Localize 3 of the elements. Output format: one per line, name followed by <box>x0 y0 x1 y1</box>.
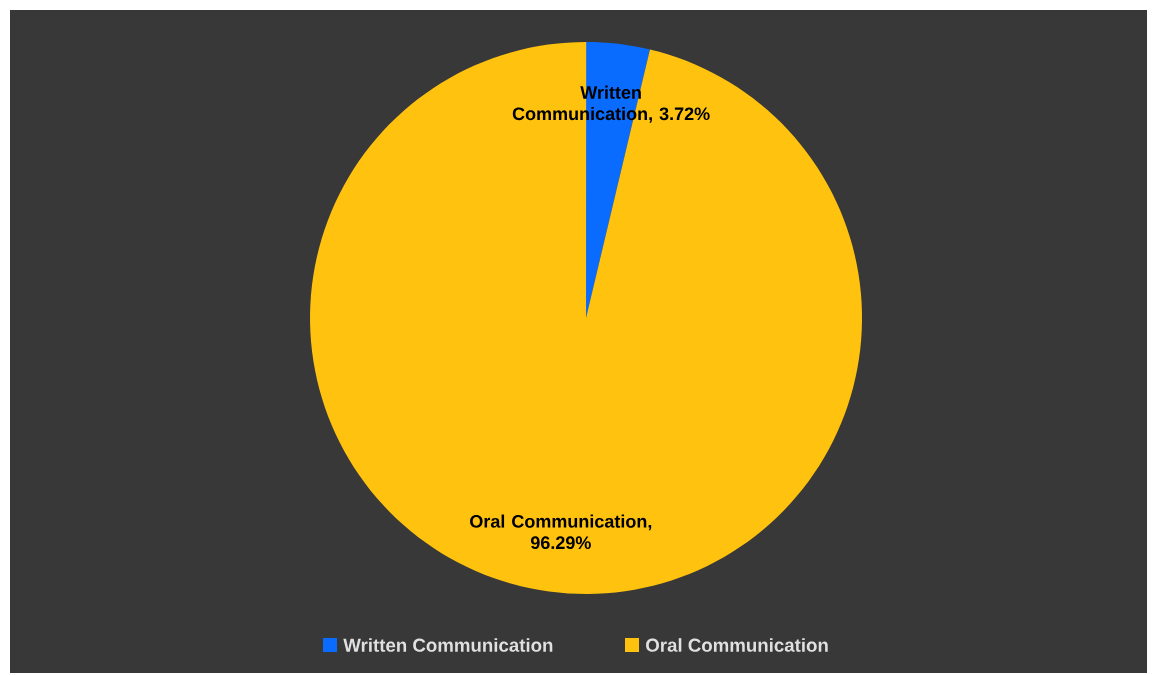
legend-label: Oral Communication <box>646 638 828 652</box>
legend-label: Written Communication <box>343 638 553 652</box>
data-label: Oral Communication, 96.29% <box>470 514 652 550</box>
